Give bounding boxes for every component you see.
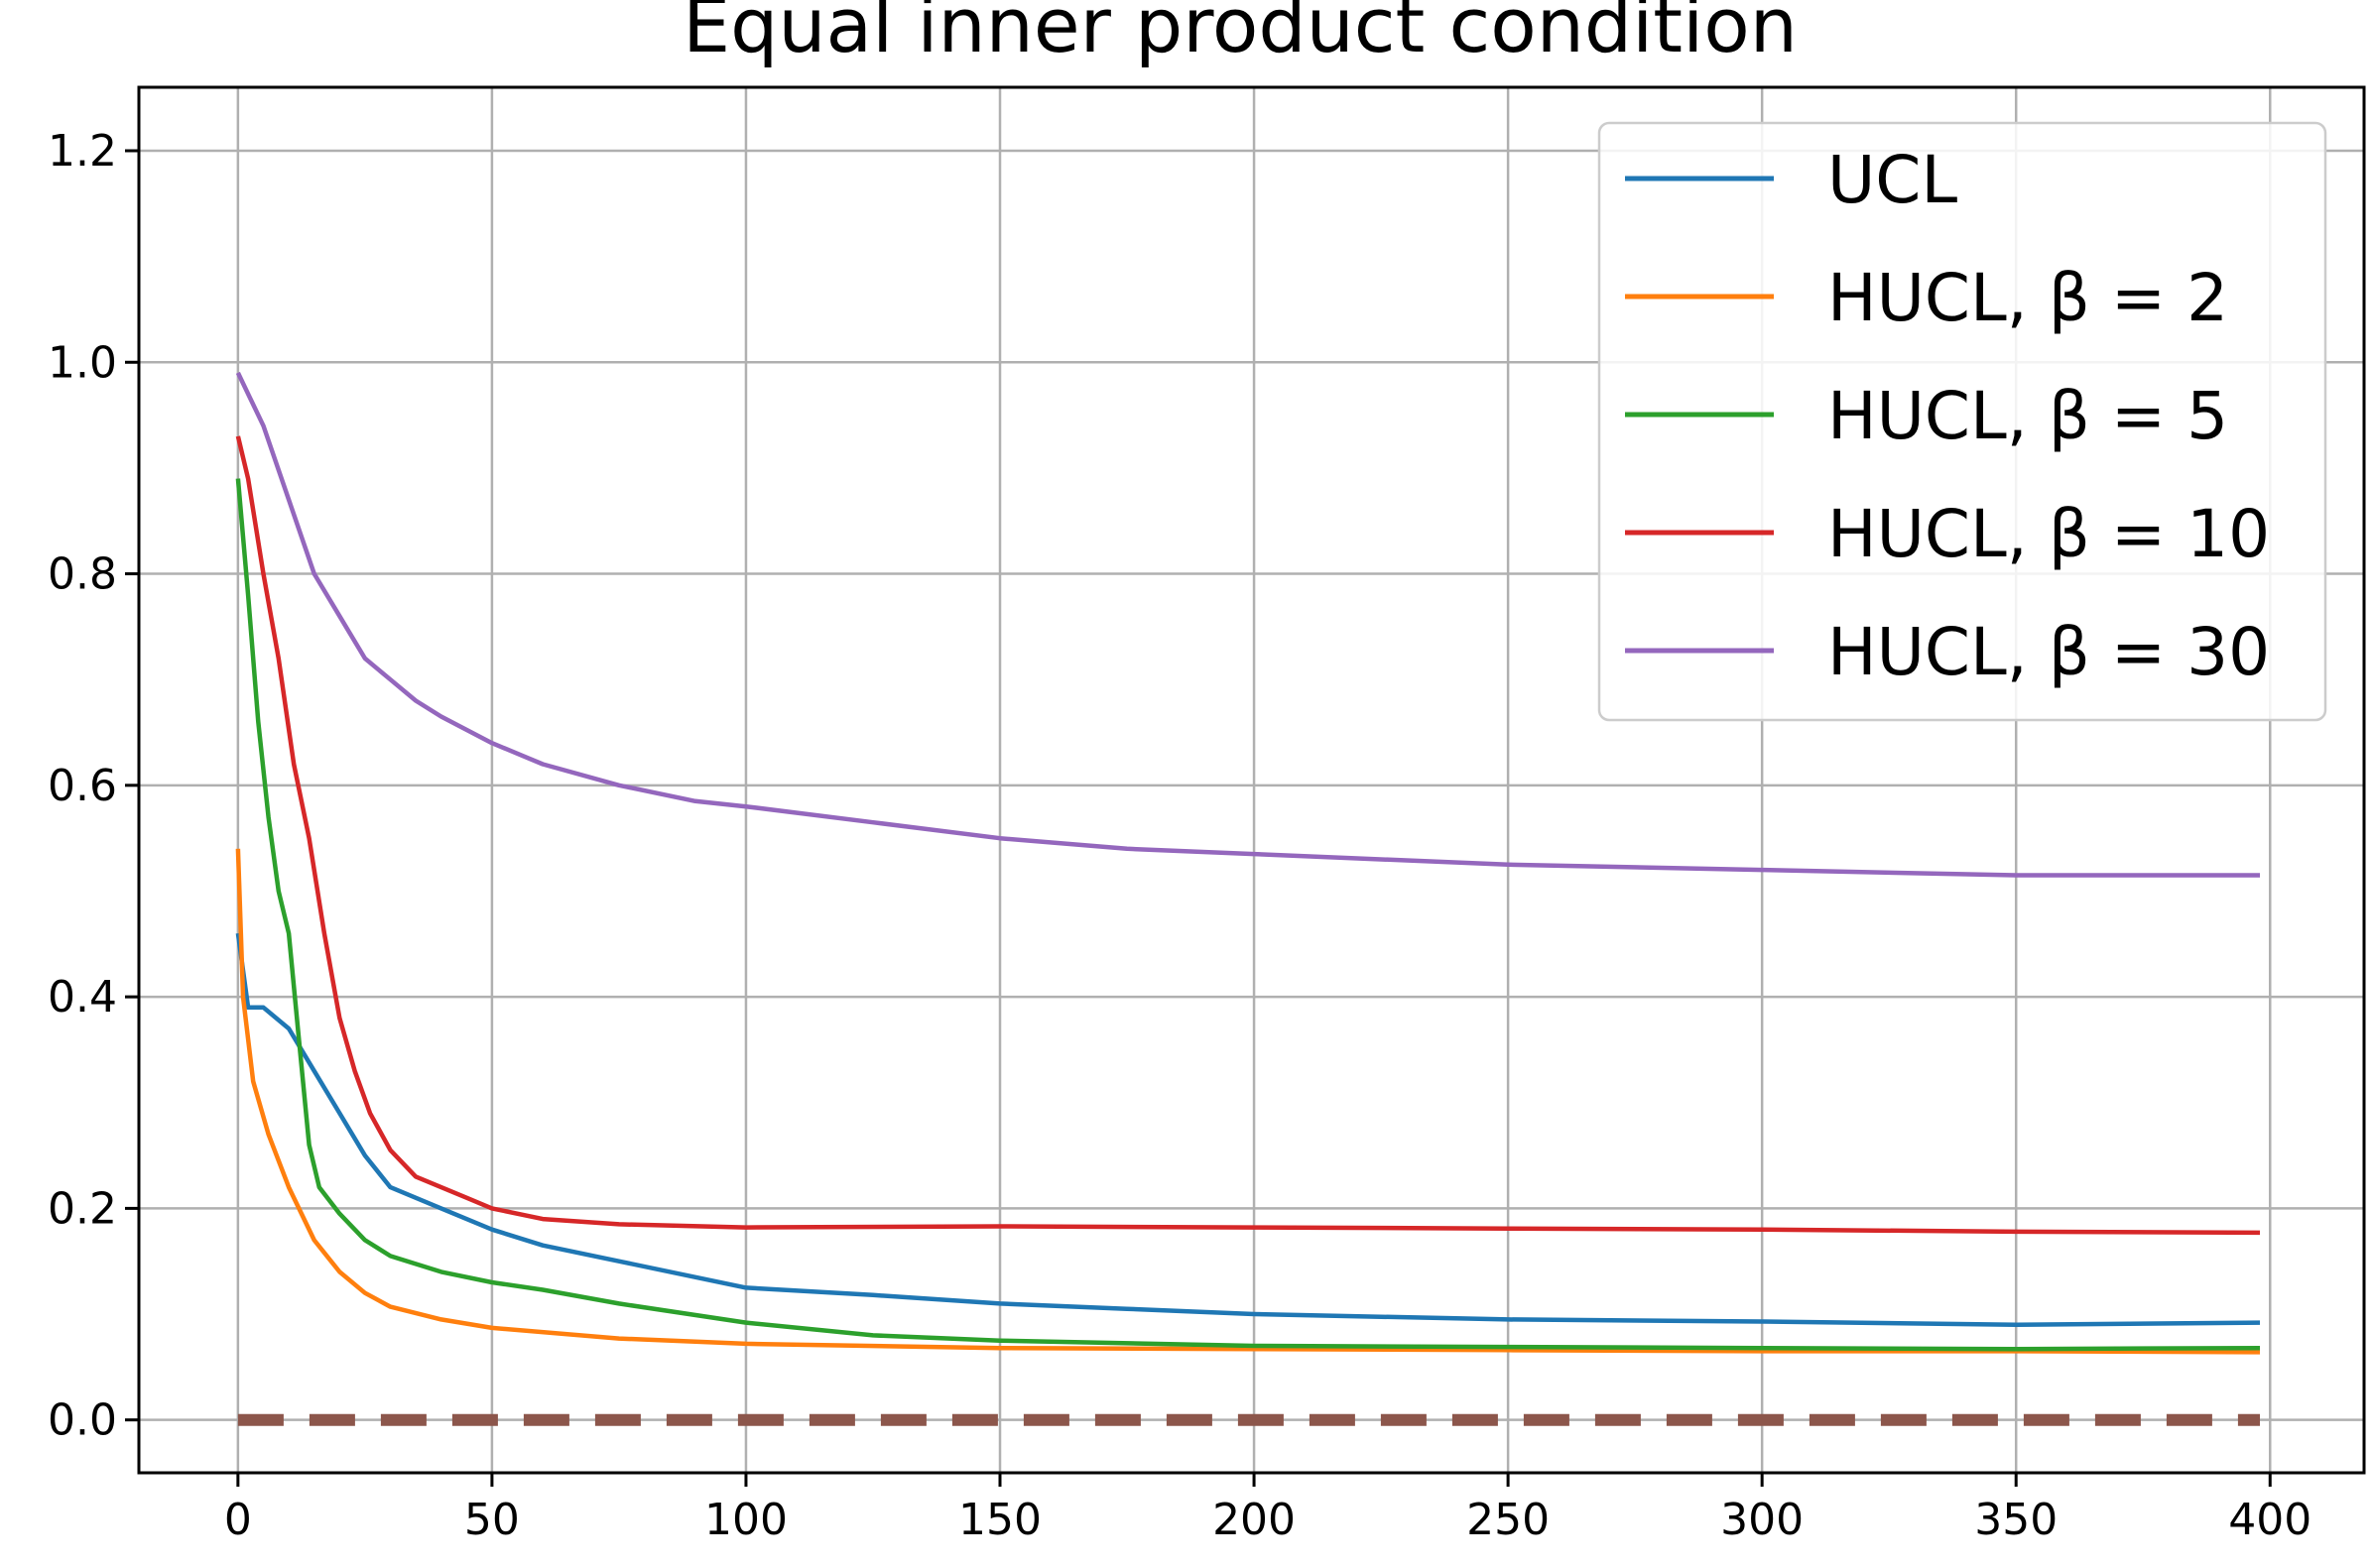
x-axis: 0 50 100 150 200 250 300 350 400 [224,1473,2311,1545]
x-tick-label: 250 [1466,1495,1550,1545]
legend-label: HUCL, β = 30 [1827,614,2270,690]
y-tick-label: 1.2 [48,126,117,177]
series-line-0 [235,932,2261,1327]
legend-label: HUCL, β = 5 [1827,378,2228,454]
x-tick-label: 350 [1974,1495,2058,1545]
y-tick-label: 1.0 [48,337,117,388]
plot-frame [137,85,2366,1475]
y-tick-label: 0.4 [48,972,117,1023]
y-tick-label: 0.8 [48,549,117,600]
x-tick-label: 300 [1720,1495,1804,1545]
series-line-1 [235,848,2261,1355]
x-tick-label: 150 [958,1495,1042,1545]
x-tick-label: 100 [704,1495,788,1545]
x-tick-label: 0 [224,1495,252,1545]
series-lines [235,371,2261,1426]
legend: UCL HUCL, β = 2 HUCL, β = 5 HUCL, β = 10 HUC… [1597,121,2327,722]
series-line-2 [235,478,2261,1352]
series-line-3 [235,435,2261,1236]
y-tick-label: 0.2 [48,1183,117,1234]
legend-frame [1597,121,2327,722]
legend-label: UCL [1827,142,1957,218]
y-axis: 0.0 0.2 0.4 0.6 0.8 1.0 1.2 [48,126,139,1446]
y-tick-label: 0.6 [48,761,117,811]
x-tick-label: 50 [464,1495,520,1545]
legend-label: HUCL, β = 2 [1827,260,2228,336]
series-line-4 [235,371,2260,878]
legend-label: HUCL, β = 10 [1827,496,2270,572]
x-tick-label: 200 [1212,1495,1296,1545]
x-tick-label: 400 [2228,1495,2311,1545]
y-tick-label: 0.0 [48,1395,117,1446]
chart-title: Equal inner product condition [683,0,1798,69]
